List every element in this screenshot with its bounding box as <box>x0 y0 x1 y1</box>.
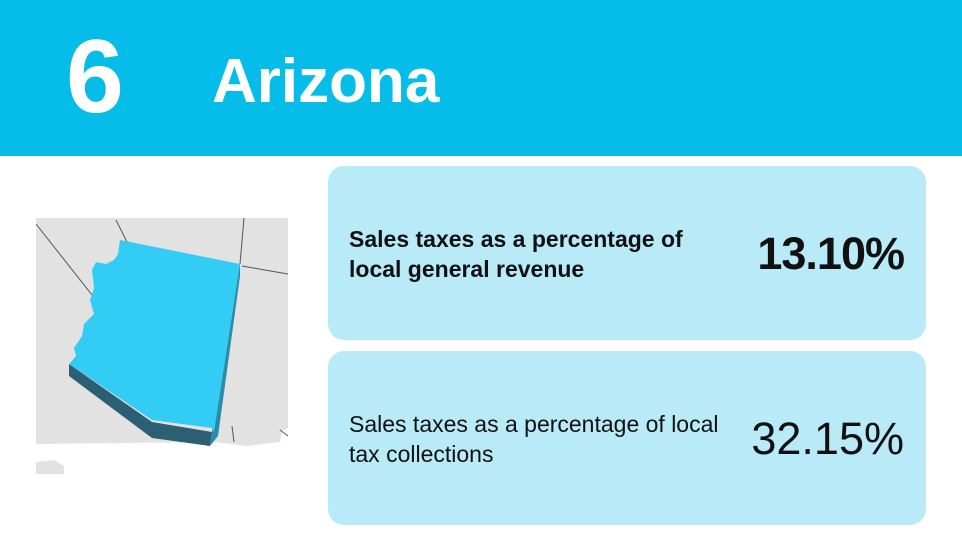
state-title: Arizona <box>212 47 440 116</box>
neighbor-land-corner <box>36 460 64 474</box>
state-border <box>231 425 235 443</box>
state-border <box>115 219 129 245</box>
state-border <box>279 429 288 437</box>
rank-number: 6 <box>66 19 124 135</box>
stat-label: Sales taxes as a percentage of local gen… <box>349 226 683 282</box>
arizona-map-icon <box>36 217 288 474</box>
header-banner: 6 Arizona <box>0 0 962 156</box>
stat-label: Sales taxes as a percentage of local tax… <box>349 411 719 467</box>
arizona-state <box>69 240 240 432</box>
stat-value: 13.10% <box>757 228 905 279</box>
state-border <box>241 265 288 275</box>
stat-card-general-revenue: Sales taxes as a percentage of local gen… <box>328 166 926 340</box>
stat-value: 32.15% <box>751 413 904 464</box>
stat-card-tax-collections: Sales taxes as a percentage of local tax… <box>328 351 926 525</box>
arizona-shadow <box>69 364 212 446</box>
state-border <box>36 223 97 301</box>
state-border <box>239 217 245 265</box>
